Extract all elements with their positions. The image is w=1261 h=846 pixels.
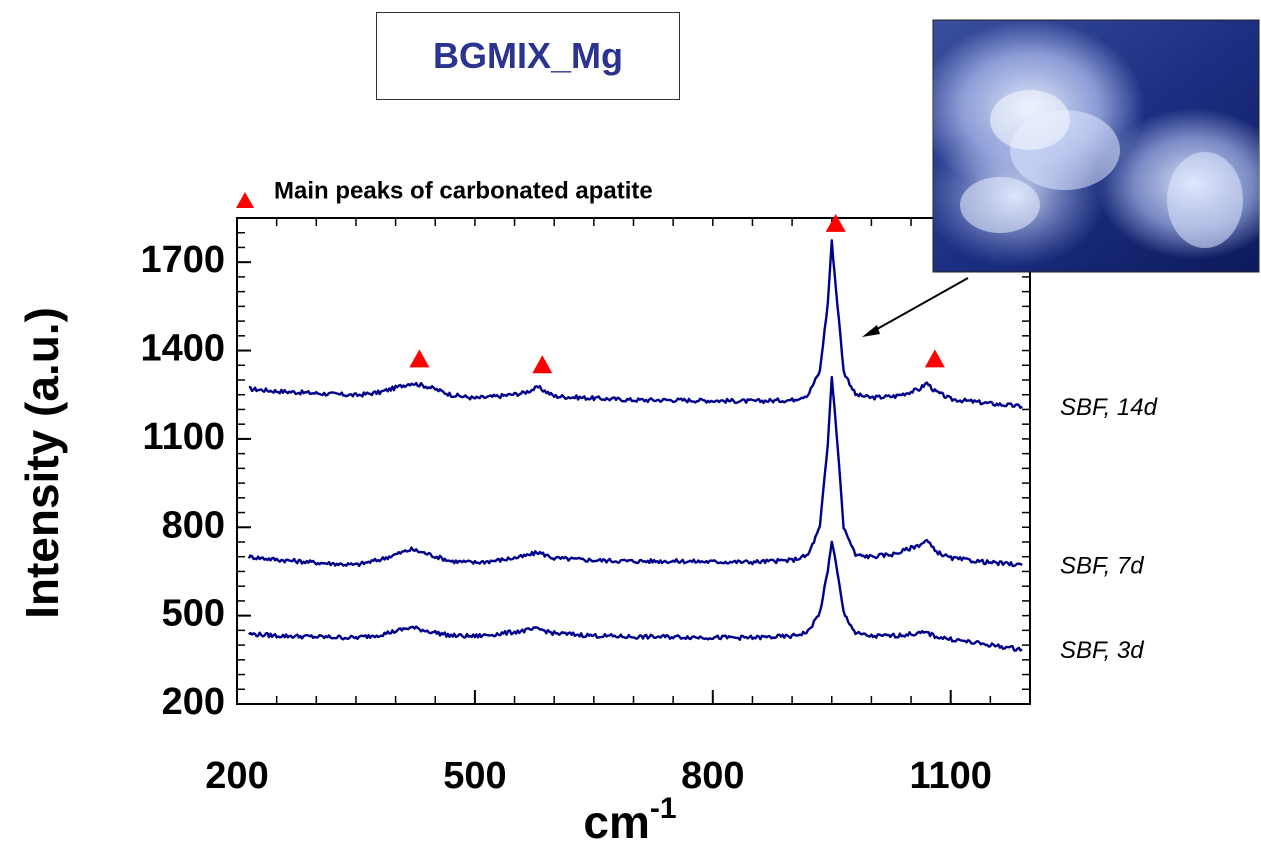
x-axis-title: cm-1 <box>583 792 676 846</box>
y-tick-label: 800 <box>162 504 225 546</box>
x-tick-label: 800 <box>681 755 744 797</box>
peak-marker <box>532 355 552 373</box>
peak-marker <box>409 349 429 367</box>
series-labels: SBF, 14d SBF, 7d SBF, 3d <box>1060 394 1158 664</box>
y-axis-ticks: 200 500 800 1100 1400 1700 <box>140 239 251 723</box>
legend-triangle-marker <box>236 192 254 208</box>
series-lines <box>249 240 1022 650</box>
series-line-3 <box>249 542 1022 651</box>
legend-text: Main peaks of carbonated apatite <box>274 177 653 204</box>
peak-marker <box>925 349 945 367</box>
x-tick-label: 200 <box>205 755 268 797</box>
y-tick-label: 1700 <box>140 239 225 281</box>
x-tick-label: 500 <box>443 755 506 797</box>
peak-markers <box>409 214 944 373</box>
legend: Main peaks of carbonated apatite <box>236 177 653 208</box>
x-tick-label: 1100 <box>909 755 991 797</box>
series-label: SBF, 3d <box>1060 637 1144 664</box>
y-tick-label: 1400 <box>140 328 225 370</box>
y-tick-label: 200 <box>162 681 225 723</box>
annotation-arrow <box>862 278 968 337</box>
plot-area-frame <box>237 218 1030 704</box>
y-axis-title: Intensity (a.u.) <box>16 307 68 619</box>
minor-ticks <box>237 218 1030 704</box>
peak-marker <box>826 214 846 232</box>
series-label: SBF, 14d <box>1060 394 1158 421</box>
x-axis-title-sup: -1 <box>650 792 677 825</box>
series-label: SBF, 7d <box>1060 552 1144 579</box>
x-axis-title-base: cm <box>583 796 649 846</box>
series-line-1 <box>249 240 1022 407</box>
inset-micrograph <box>933 20 1259 272</box>
y-tick-label: 500 <box>162 593 225 635</box>
y-tick-label: 1100 <box>143 416 225 458</box>
x-axis-ticks: 200 500 800 1100 <box>205 690 992 797</box>
series-line-2 <box>249 377 1022 566</box>
